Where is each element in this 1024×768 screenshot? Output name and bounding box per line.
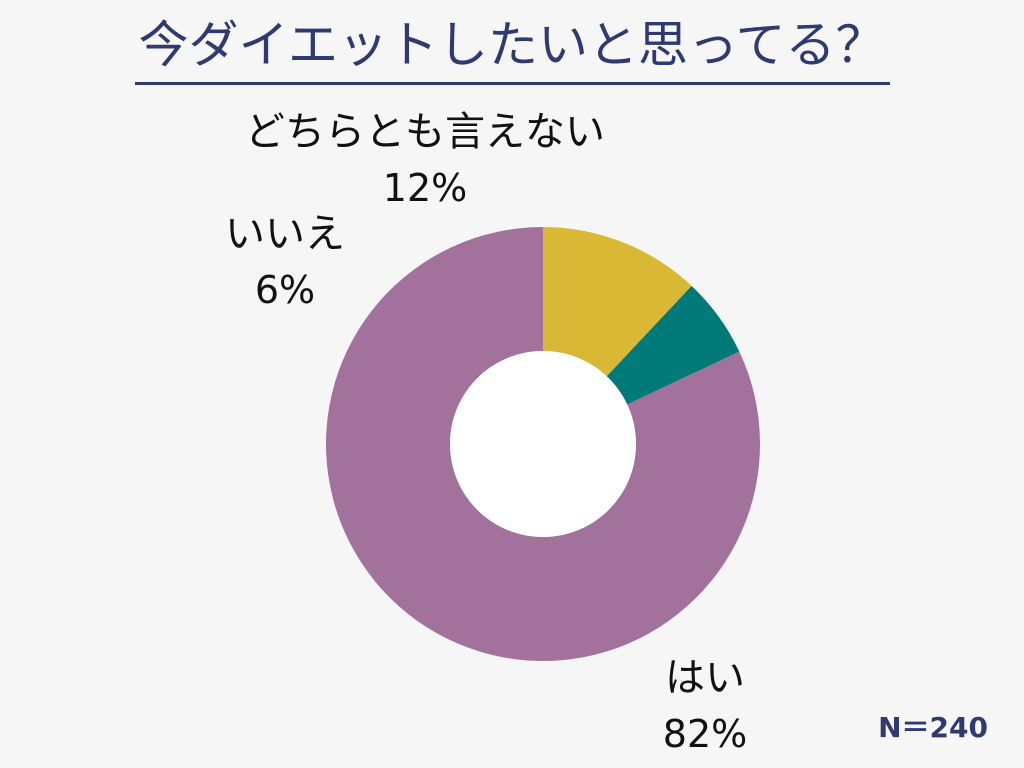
chart-title: 今ダイエットしたいと思ってる？ [0, 14, 1024, 85]
slice-label-yes-value: 82% [662, 712, 748, 756]
slice-label-yes: はい 82% [610, 650, 800, 762]
slice-neither [543, 227, 692, 377]
slice-yes [326, 227, 760, 661]
slice-label-no-name: いいえ [225, 211, 345, 257]
donut-hole [450, 351, 636, 537]
slice-label-neither-name: どちらとも言えない [245, 109, 605, 155]
slice-label-yes-name: はい [665, 655, 745, 701]
slice-label-neither-value: 12% [382, 166, 468, 210]
chart-title-text: 今ダイエットしたいと思ってる？ [134, 14, 890, 85]
slice-label-no-value: 6% [254, 268, 316, 312]
slice-label-neither: どちらとも言えない 12% [190, 104, 660, 216]
slice-label-no: いいえ 6% [200, 206, 370, 318]
sample-size-note: N＝240 [878, 711, 988, 744]
slice-no [606, 285, 740, 405]
